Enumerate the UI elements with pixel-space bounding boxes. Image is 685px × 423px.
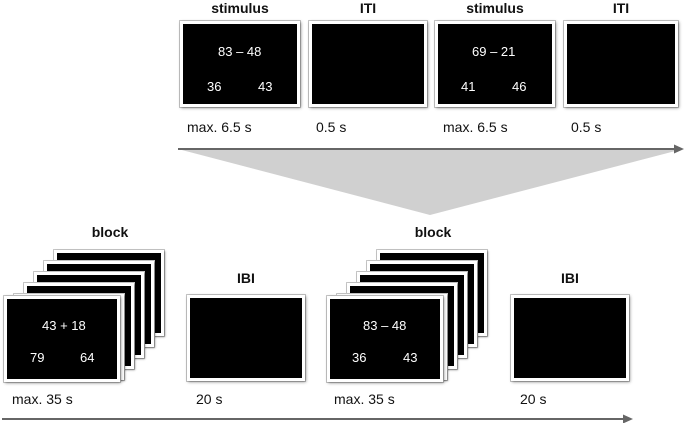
iti-duration: 0.5 s [571, 119, 602, 135]
left-answer-option: 36 [352, 350, 367, 365]
block-front-screen: 43 + 18 79 64 [4, 296, 120, 382]
stimulus-screen: 69 – 21 41 46 [435, 21, 555, 107]
arithmetic-problem: 83 – 48 [363, 318, 407, 333]
iti-label: ITI [612, 0, 630, 16]
zoom-wedge [178, 149, 683, 215]
stimulus-label: stimulus [466, 0, 524, 16]
iti-screen [309, 21, 427, 107]
bottom-timeline-arrowhead [623, 414, 633, 423]
stimulus-duration: max. 6.5 s [187, 119, 252, 135]
arithmetic-problem: 83 – 48 [218, 44, 262, 59]
left-answer-option: 41 [461, 79, 476, 94]
right-answer-option: 43 [403, 350, 418, 365]
arithmetic-problem: 43 + 18 [42, 318, 86, 333]
ibi-screen [511, 295, 629, 381]
iti-duration: 0.5 s [316, 119, 347, 135]
iti-screen [564, 21, 678, 107]
right-answer-option: 43 [258, 79, 273, 94]
ibi-screen [187, 295, 305, 381]
block-label: block [91, 224, 129, 240]
left-answer-option: 79 [30, 350, 45, 365]
stimulus-label: stimulus [211, 0, 269, 16]
arithmetic-problem: 69 – 21 [472, 44, 516, 59]
ibi-label: IBI [561, 270, 579, 286]
block-duration: max. 35 s [334, 391, 395, 407]
block-front-screen: 83 – 48 36 43 [327, 296, 443, 382]
ibi-label: IBI [237, 270, 255, 286]
block-label: block [414, 224, 452, 240]
stimulus-screen: 83 – 48 36 43 [180, 21, 300, 107]
ibi-duration: 20 s [520, 391, 547, 407]
left-answer-option: 36 [207, 79, 222, 94]
block-duration: max. 35 s [12, 391, 73, 407]
iti-label: ITI [359, 0, 377, 16]
ibi-duration: 20 s [196, 391, 223, 407]
top-timeline-arrowhead [674, 144, 684, 154]
right-answer-option: 64 [80, 350, 95, 365]
stimulus-duration: max. 6.5 s [443, 119, 508, 135]
right-answer-option: 46 [512, 79, 527, 94]
